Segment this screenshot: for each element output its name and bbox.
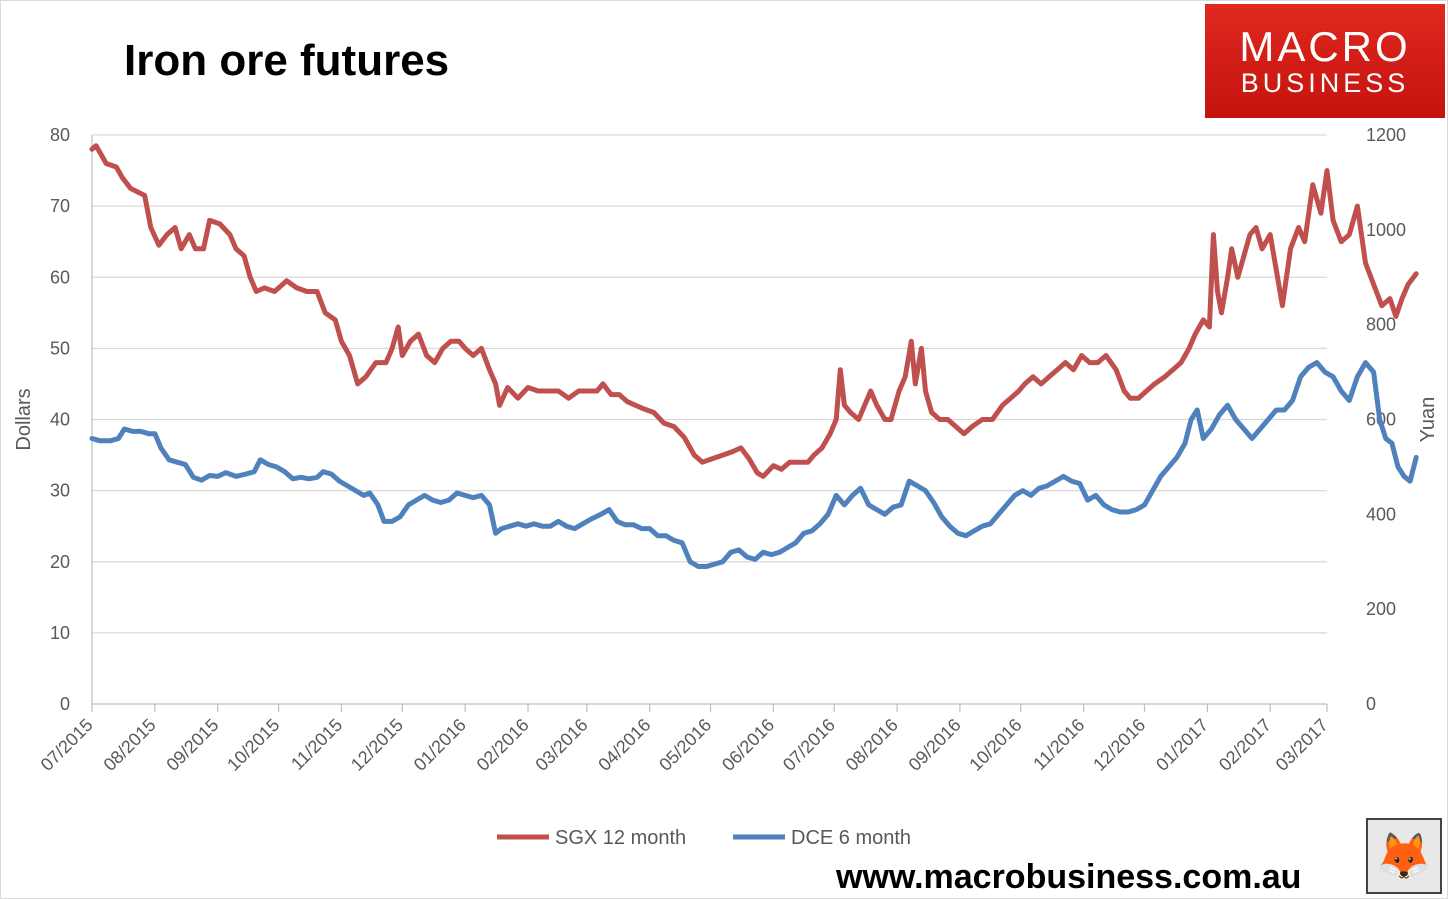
y-tick-label: 10 bbox=[50, 623, 70, 643]
legend-label: DCE 6 month bbox=[791, 827, 911, 849]
y2-tick-label: 0 bbox=[1366, 694, 1376, 714]
y2-tick-label: 1200 bbox=[1366, 125, 1406, 145]
series-line-dce bbox=[89, 360, 1419, 569]
x-tick-label: 09/2016 bbox=[905, 715, 965, 775]
y-axis-label: Dollars bbox=[13, 388, 35, 450]
x-tick-label: 04/2016 bbox=[594, 715, 654, 775]
x-tick-label: 06/2016 bbox=[718, 715, 778, 775]
x-tick-label: 10/2015 bbox=[223, 715, 283, 775]
x-tick-label: 07/2015 bbox=[37, 715, 97, 775]
x-tick-label: 11/2016 bbox=[1029, 715, 1088, 774]
y-tick-label: 0 bbox=[60, 694, 70, 714]
x-tick-label: 03/2017 bbox=[1272, 715, 1332, 775]
x-tick-label: 12/2016 bbox=[1089, 715, 1149, 775]
y-tick-label: 50 bbox=[50, 338, 70, 358]
x-tick-label: 02/2016 bbox=[473, 715, 533, 775]
y2-tick-label: 200 bbox=[1366, 599, 1396, 619]
y-tick-label: 30 bbox=[50, 481, 70, 501]
chart-title: Iron ore futures bbox=[124, 36, 450, 85]
logo-line-2: BUSINESS bbox=[1240, 68, 1410, 98]
x-tick-label: 08/2016 bbox=[842, 715, 902, 775]
y2-tick-label: 1000 bbox=[1366, 220, 1406, 240]
y-tick-label: 60 bbox=[50, 267, 70, 287]
y-tick-label: 20 bbox=[50, 552, 70, 572]
x-tick-label: 11/2015 bbox=[287, 715, 346, 774]
legend-label: SGX 12 month bbox=[555, 827, 686, 849]
x-tick-label: 12/2015 bbox=[347, 715, 407, 775]
x-tick-label: 01/2017 bbox=[1152, 715, 1212, 775]
x-tick-label: 02/2017 bbox=[1215, 715, 1275, 775]
x-tick-label: 03/2016 bbox=[531, 715, 591, 775]
x-tick-label: 10/2016 bbox=[965, 715, 1025, 775]
series-line-sgx bbox=[89, 143, 1419, 479]
x-tick-label: 07/2016 bbox=[779, 715, 839, 775]
y2-tick-label: 400 bbox=[1366, 504, 1396, 524]
y-tick-label: 40 bbox=[50, 410, 70, 430]
y2-tick-label: 800 bbox=[1366, 315, 1396, 335]
fox-face-icon: 🦊 bbox=[1366, 818, 1442, 894]
x-tick-label: 05/2016 bbox=[655, 715, 715, 775]
y-tick-label: 80 bbox=[50, 125, 70, 145]
x-tick-label: 01/2016 bbox=[410, 715, 470, 775]
y-tick-label: 70 bbox=[50, 196, 70, 216]
x-tick-label: 09/2015 bbox=[162, 715, 222, 775]
macrobusiness-logo: MACRO BUSINESS bbox=[1205, 4, 1445, 118]
y2-axis-label: Yuan bbox=[1417, 397, 1439, 443]
x-tick-label: 08/2015 bbox=[100, 715, 160, 775]
website-url[interactable]: www.macrobusiness.com.au bbox=[836, 858, 1302, 896]
logo-line-1: MACRO bbox=[1239, 23, 1411, 70]
